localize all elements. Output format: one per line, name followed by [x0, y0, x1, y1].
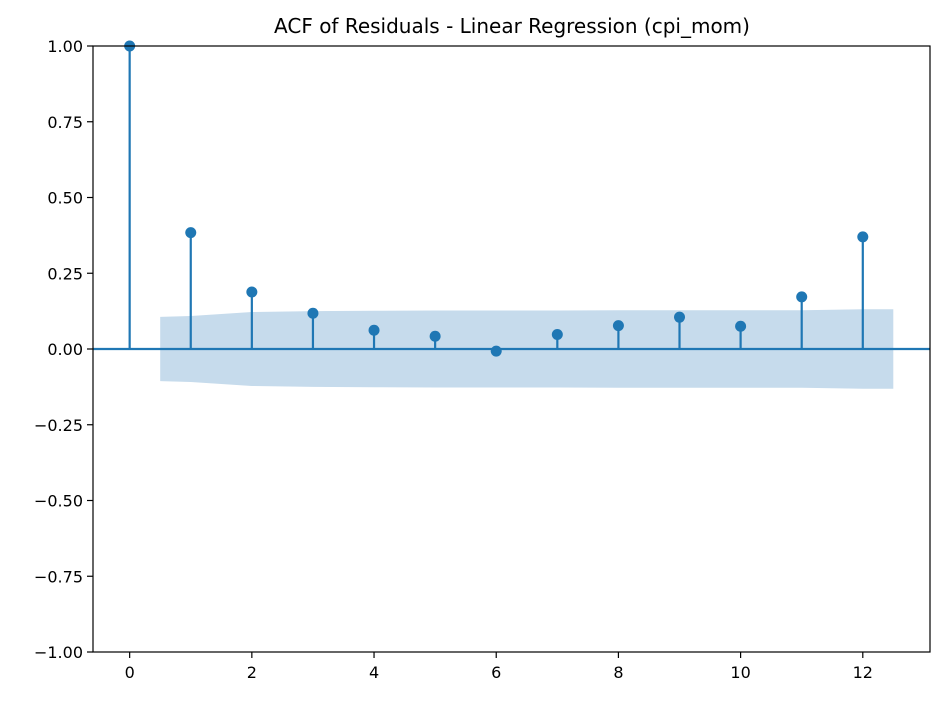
stem-marker-lag-11 — [796, 291, 808, 303]
stem-marker-lag-6 — [490, 345, 502, 357]
stem-marker-lag-7 — [551, 328, 563, 340]
y-tick-label: 0.00 — [47, 340, 83, 359]
chart-title: ACF of Residuals - Linear Regression (cp… — [274, 14, 750, 38]
y-tick-label: −0.75 — [34, 567, 83, 586]
x-tick-label: 8 — [613, 663, 623, 682]
y-tick-label: 0.75 — [47, 113, 83, 132]
stem-marker-lag-12 — [857, 231, 869, 243]
x-tick-label: 4 — [369, 663, 379, 682]
x-tick-label: 10 — [730, 663, 750, 682]
x-tick-label: 0 — [125, 663, 135, 682]
y-tick-label: −0.50 — [34, 492, 83, 511]
stem-marker-lag-4 — [368, 324, 380, 336]
stem-marker-lag-1 — [185, 227, 197, 239]
x-tick-label: 12 — [853, 663, 873, 682]
stem-marker-lag-2 — [246, 286, 258, 298]
x-tick-label: 2 — [247, 663, 257, 682]
stem-marker-lag-10 — [735, 320, 747, 332]
stem-marker-lag-8 — [612, 320, 624, 332]
y-tick-label: 0.50 — [47, 189, 83, 208]
stem-marker-lag-5 — [429, 330, 441, 342]
y-tick-label: 1.00 — [47, 37, 83, 56]
stems-layer — [124, 40, 869, 357]
ticks-layer: 0 2 4 6 8 10 12 −1.00 −0.75 −0.50 −0.25 0.00 0.25 0.5… — [34, 37, 873, 682]
y-tick-label: −0.25 — [34, 416, 83, 435]
y-tick-label: 0.25 — [47, 264, 83, 283]
x-tick-label: 6 — [491, 663, 501, 682]
y-tick-label: −1.00 — [34, 643, 83, 662]
stem-marker-lag-9 — [674, 311, 686, 323]
stem-marker-lag-3 — [307, 307, 319, 319]
